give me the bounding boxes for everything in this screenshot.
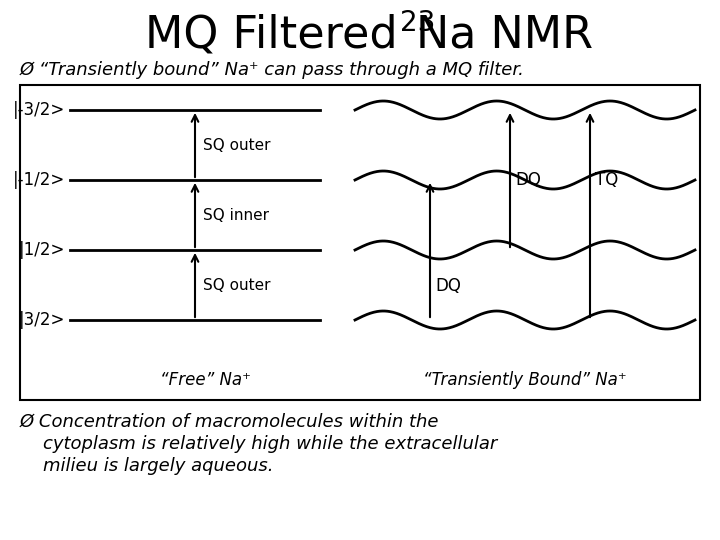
Text: TQ: TQ	[595, 171, 618, 189]
Text: SQ outer: SQ outer	[203, 278, 271, 293]
Text: DQ: DQ	[435, 277, 461, 295]
Text: “Transiently Bound” Na⁺: “Transiently Bound” Na⁺	[423, 371, 627, 389]
Text: DQ: DQ	[515, 171, 541, 189]
Bar	[20, 85, 700, 400]
Text: |-1/2>: |-1/2>	[13, 171, 65, 189]
Text: Ø Concentration of macromolecules within the: Ø Concentration of macromolecules within…	[20, 413, 439, 431]
Text: SQ inner: SQ inner	[203, 207, 269, 222]
Text: |3/2>: |3/2>	[19, 311, 65, 329]
Text: Na NMR: Na NMR	[416, 14, 593, 57]
Text: milieu is largely aqueous.: milieu is largely aqueous.	[20, 457, 274, 475]
Text: “Free” Na⁺: “Free” Na⁺	[160, 371, 251, 389]
Text: |-3/2>: |-3/2>	[13, 101, 65, 119]
Text: cytoplasm is relatively high while the extracellular: cytoplasm is relatively high while the e…	[20, 435, 498, 453]
Text: 23: 23	[400, 9, 436, 37]
Text: |1/2>: |1/2>	[19, 241, 65, 259]
Text: Ø “Transiently bound” Na⁺ can pass through a MQ filter.: Ø “Transiently bound” Na⁺ can pass throu…	[20, 61, 525, 79]
Text: SQ outer: SQ outer	[203, 138, 271, 152]
Text: MQ Filtered: MQ Filtered	[145, 14, 412, 57]
